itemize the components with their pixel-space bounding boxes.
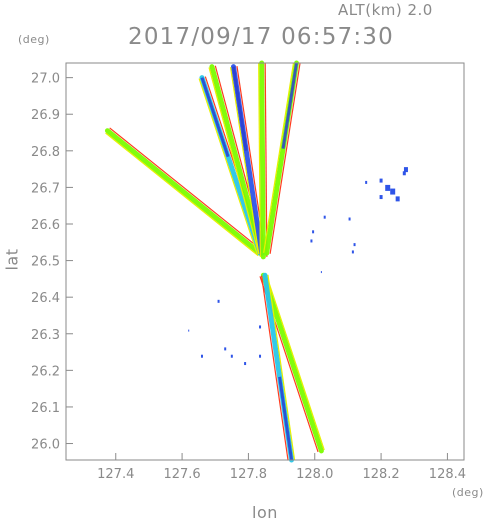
timestamp-title: 2017/09/17 06:57:30 xyxy=(128,24,394,50)
beam-edge-yellow xyxy=(208,67,260,255)
y-tick-label: 26.8 xyxy=(31,145,60,160)
echo-cell xyxy=(353,243,356,247)
y-tick-label: 26.7 xyxy=(31,181,60,196)
beam-strong-echo xyxy=(278,376,294,461)
echo-cell xyxy=(200,354,203,358)
y-tick-label: 26.2 xyxy=(31,364,60,379)
echo-cell xyxy=(365,180,368,184)
echo-cell xyxy=(312,230,315,234)
echo-cell xyxy=(310,239,313,243)
x-tick-label: 127.6 xyxy=(163,467,200,482)
echo-cell xyxy=(320,271,322,274)
radar-beam xyxy=(229,64,266,256)
y-tick-label: 27.0 xyxy=(31,72,60,87)
echo-cell xyxy=(351,250,354,254)
beam-edge-yellow xyxy=(267,274,296,460)
beam-edge-red xyxy=(264,62,268,257)
beam-edge-red xyxy=(260,275,289,461)
echo-cell xyxy=(230,354,233,358)
x-tick-label: 128.4 xyxy=(429,467,466,482)
beam-edge-yellow xyxy=(198,78,258,255)
x-tick-label: 128.0 xyxy=(296,467,333,482)
x-axis-label: lon xyxy=(252,503,278,522)
x-tick-label: 127.4 xyxy=(97,467,134,482)
plot-frame xyxy=(65,62,465,461)
altitude-label: ALT(km) 2.0 xyxy=(338,1,433,19)
tick-layer: 127.4 127.6 127.8 128.0 128.2 128.4 26.0 26.1 26… xyxy=(31,72,466,482)
echo-cell xyxy=(385,184,391,191)
beam-strong-echo xyxy=(281,62,298,149)
beam-edge-red xyxy=(109,127,263,252)
y-tick-label: 26.0 xyxy=(31,438,60,453)
beam-edge-red xyxy=(269,63,301,254)
y-tick-label: 26.6 xyxy=(31,218,60,233)
echo-cell xyxy=(379,195,383,200)
y-tick-label: 26.4 xyxy=(31,291,60,306)
beam-layer xyxy=(104,60,325,463)
radar-beam xyxy=(258,60,268,260)
y-axis-label: lat xyxy=(2,248,22,271)
radar-beam xyxy=(263,60,301,256)
beam-core xyxy=(104,128,263,256)
echo-cell xyxy=(217,299,220,303)
beam-strong-echo xyxy=(200,77,230,158)
y-tick-label: 26.1 xyxy=(31,401,60,416)
echo-cell xyxy=(323,215,326,219)
x-axis-unit: (deg) xyxy=(452,486,484,499)
beam-core xyxy=(259,60,266,260)
echo-cell xyxy=(259,354,262,358)
echo-cell xyxy=(402,171,406,176)
echo-cell xyxy=(224,347,227,351)
echo-cell xyxy=(259,325,262,329)
echo-cell xyxy=(244,362,247,366)
beam-strong-echo xyxy=(232,66,248,151)
echo-layer xyxy=(188,167,408,366)
radar-beam xyxy=(260,272,296,463)
beam-edge-yellow xyxy=(229,67,260,254)
y-axis-unit: (deg) xyxy=(18,33,50,46)
echo-cell xyxy=(188,329,190,332)
y-tick-label: 26.9 xyxy=(31,108,60,123)
echo-cell xyxy=(395,196,400,202)
beam-edge-yellow xyxy=(263,62,295,253)
y-tick-label: 26.3 xyxy=(31,328,60,343)
radar-beam xyxy=(104,127,263,257)
echo-cell xyxy=(379,178,383,183)
echo-cell xyxy=(348,217,351,221)
beam-edge-yellow xyxy=(265,274,325,451)
beam-edge-yellow xyxy=(105,132,259,257)
y-tick-label: 26.5 xyxy=(31,255,60,270)
beam-edge-yellow xyxy=(258,63,261,257)
x-tick-label: 128.2 xyxy=(362,467,399,482)
beam-core xyxy=(260,272,324,454)
echo-cell xyxy=(403,167,408,173)
echo-cell xyxy=(390,188,396,195)
x-tick-label: 127.8 xyxy=(230,467,267,482)
